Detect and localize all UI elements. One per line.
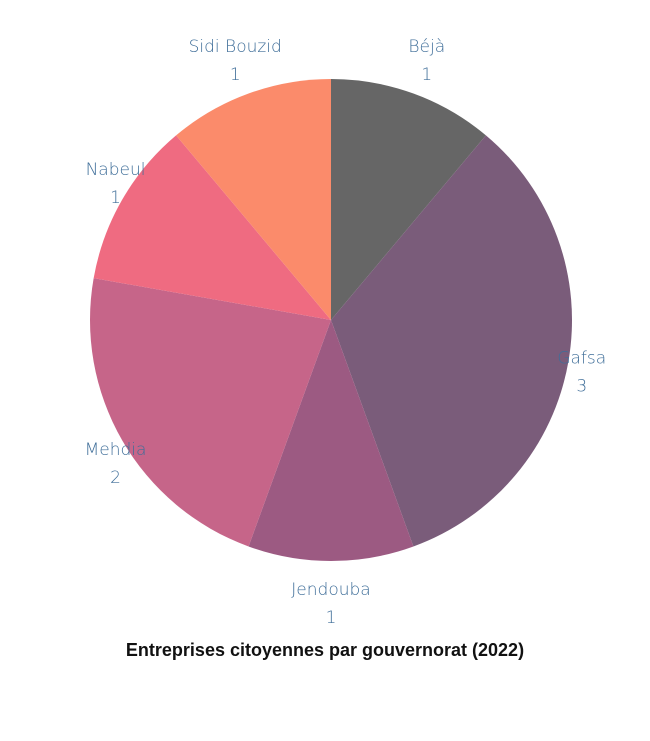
slice-label-name: Béjà: [408, 37, 445, 57]
slice-label-value: 1: [230, 65, 241, 85]
pie-slice-jendouba: [248, 320, 414, 562]
pie-slice-nabeul: [93, 135, 331, 320]
slice-label-group: Gafsa 3: [557, 349, 606, 397]
slice-label-group: Béjà 1: [408, 37, 445, 85]
pie-slice-béjà: [331, 79, 486, 320]
slice-label-value: 2: [110, 468, 121, 488]
slice-label-value: 1: [421, 65, 432, 85]
slice-label-value: 1: [110, 188, 121, 208]
pie-slice-mehdia: [89, 278, 331, 547]
slice-label-name: Nabeul: [86, 160, 146, 180]
slice-label-group: Jendouba 1: [291, 580, 370, 628]
slice-label-group: Mehdia 2: [85, 440, 147, 488]
slice-label-name: Sidi Bouzid: [189, 37, 282, 57]
slice-label-name: Jendouba: [291, 580, 370, 600]
chart-title: Entreprises citoyennes par gouvernorat (…: [125, 640, 525, 660]
slice-label-value: 1: [326, 608, 337, 628]
slice-label-group: Sidi Bouzid 1: [189, 37, 282, 85]
slice-label-name: Gafsa: [557, 349, 606, 369]
pie-slice-sidi-bouzid: [176, 79, 331, 320]
slice-label-value: 3: [576, 377, 587, 397]
pie-slices: [89, 79, 573, 562]
pie-slice-gafsa: [331, 135, 573, 547]
slice-label-name: Mehdia: [85, 440, 147, 460]
slice-label-group: Nabeul 1: [86, 160, 146, 208]
